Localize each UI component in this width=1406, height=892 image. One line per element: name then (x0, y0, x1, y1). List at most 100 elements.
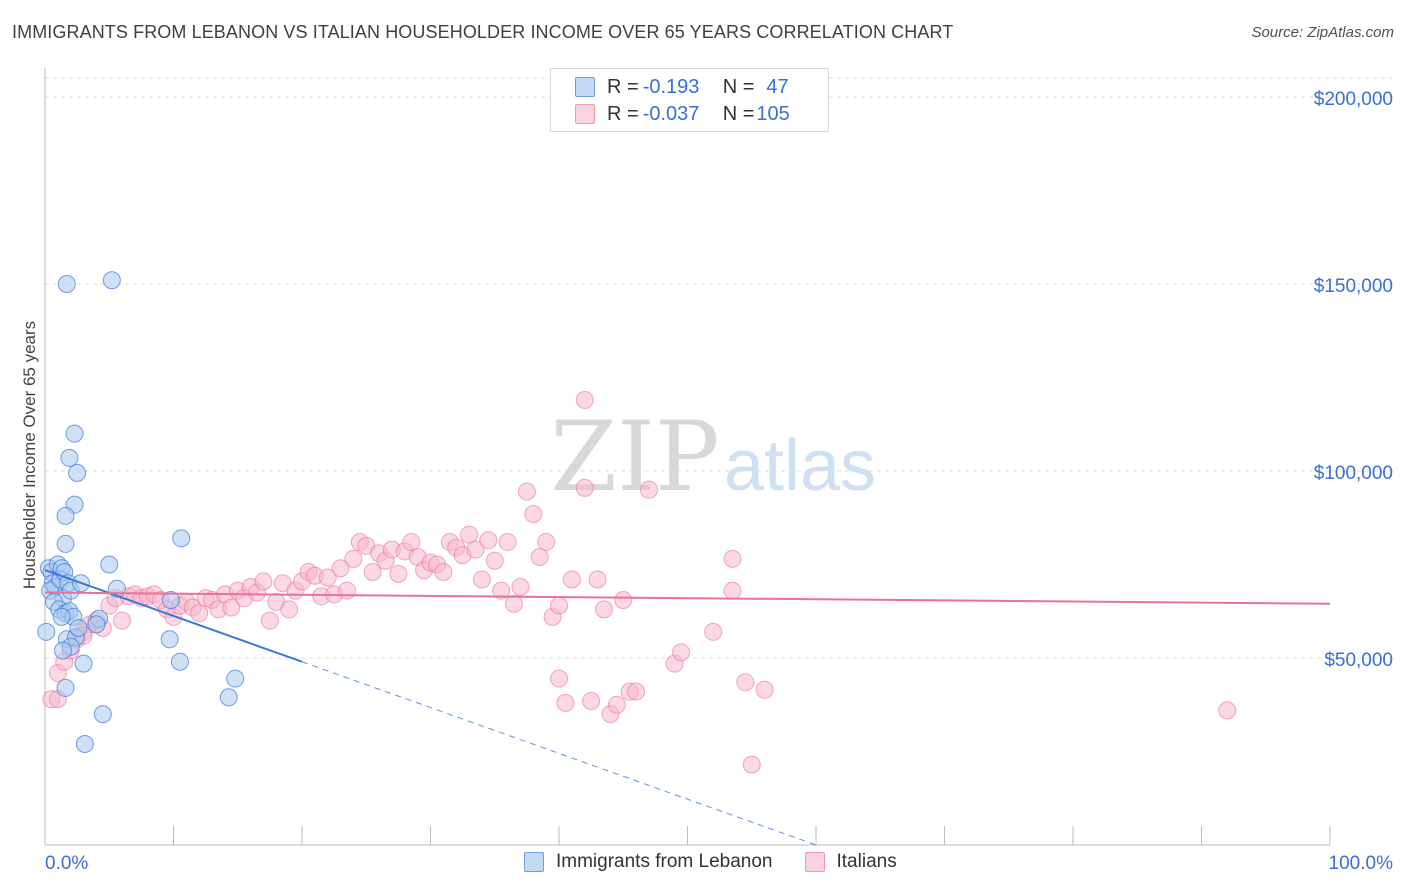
y-tick-label: $100,000 (1314, 463, 1393, 484)
italians-point (524, 505, 543, 524)
watermark: ZIP atlas (550, 401, 876, 513)
y-tick-label: $50,000 (1324, 650, 1393, 671)
series-legend: Immigrants from Lebanon Italians (524, 851, 929, 873)
lebanon-point (60, 448, 79, 467)
italians-point (222, 598, 241, 617)
legend-swatch-blue (524, 852, 544, 872)
lebanon-point (56, 534, 75, 553)
legend-label-italians: Italians (836, 851, 897, 872)
italians-trend-line (44, 591, 1331, 605)
italians-point (479, 531, 498, 550)
axes (44, 68, 1331, 846)
italians-point (344, 549, 363, 568)
y-tick-label: $150,000 (1314, 276, 1393, 297)
lebanon-point (68, 463, 87, 482)
italians-point (614, 591, 633, 610)
italians-point (1218, 701, 1237, 720)
lebanon-point (37, 622, 56, 641)
italians-point (460, 525, 479, 544)
lebanon-point (226, 669, 245, 688)
lebanon-point (160, 630, 179, 649)
italians-point (575, 478, 594, 497)
italians-point (389, 564, 408, 583)
trend-lines (44, 569, 1331, 846)
legend-item-lebanon[interactable]: Immigrants from Lebanon (524, 851, 773, 873)
italians-point (736, 673, 755, 692)
italians-point (550, 596, 568, 615)
lebanon-point (219, 688, 238, 707)
legend-swatch-pink (575, 104, 595, 124)
italians-point (723, 581, 742, 600)
legend-row-lebanon: R = -0.193 N = 47 (575, 75, 789, 99)
lebanon-point (74, 654, 93, 673)
legend-swatch-pink (804, 852, 825, 872)
lebanon-point (87, 615, 106, 634)
italians-point (582, 692, 601, 711)
italians-point (254, 572, 273, 591)
legend-n-label: N = (722, 102, 755, 125)
legend-r-value: -0.193 (642, 75, 700, 98)
watermark-atlas: atlas (724, 426, 876, 506)
lebanon-point (53, 641, 72, 660)
italians-point (434, 562, 453, 581)
italians-point (318, 568, 337, 587)
italians-point (562, 570, 581, 589)
legend-r-label: R = (607, 102, 639, 125)
lebanon-points (37, 271, 245, 754)
y-tick-label: $200,000 (1314, 89, 1393, 110)
italians-point (588, 570, 607, 589)
italians-point (530, 548, 549, 567)
legend-r-label: R = (607, 75, 639, 98)
x-tick-label-min: 0.0% (45, 853, 88, 874)
legend-n-value: 47 (766, 75, 789, 98)
italians-point (517, 482, 536, 501)
italians-point (113, 611, 132, 630)
lebanon-point (56, 678, 75, 697)
lebanon-point (65, 424, 84, 443)
lebanon-point (52, 607, 71, 626)
italians-point (511, 577, 530, 596)
legend-label-lebanon: Immigrants from Lebanon (556, 851, 773, 872)
italians-point (260, 611, 279, 630)
italians-point (498, 533, 517, 552)
italians-point (472, 570, 491, 589)
watermark-zip: ZIP (550, 401, 719, 513)
italians-point (723, 549, 742, 568)
chart-title: IMMIGRANTS FROM LEBANON VS ITALIAN HOUSE… (12, 22, 954, 42)
italians-point (402, 533, 421, 552)
italians-point (704, 622, 723, 641)
lebanon-trend-extension (301, 661, 817, 846)
legend-row-italians: R = -0.037 N = 105 (575, 102, 790, 126)
italians-point (505, 594, 524, 613)
italians-point (363, 562, 382, 581)
italians-point (639, 480, 658, 499)
italians-points (42, 390, 1237, 774)
italians-point (672, 643, 691, 662)
italians-point (331, 559, 350, 578)
italians-point (280, 600, 299, 619)
legend-n-label: N = (722, 75, 755, 98)
italians-point (742, 755, 761, 774)
lebanon-point (75, 735, 94, 754)
lebanon-trend-line (44, 569, 303, 663)
lebanon-point (93, 705, 112, 724)
lebanon-point (56, 506, 75, 525)
italians-point (190, 604, 209, 623)
italians-point (556, 693, 575, 712)
italians-point (492, 581, 511, 600)
lebanon-point (172, 529, 191, 548)
italians-point (575, 390, 594, 409)
italians-point (550, 669, 568, 688)
italians-point (627, 682, 646, 701)
italians-point (607, 695, 626, 714)
x-tick-label-max: 100.0% (1329, 853, 1394, 874)
lebanon-point (100, 555, 119, 574)
legend-item-italians[interactable]: Italians (804, 851, 897, 873)
lebanon-point (170, 652, 189, 671)
grid-lines (45, 77, 1395, 659)
italians-point (755, 680, 774, 699)
italians-point (537, 533, 556, 552)
source-label: Source: ZipAtlas.com (1251, 24, 1394, 41)
italians-point (466, 540, 485, 559)
